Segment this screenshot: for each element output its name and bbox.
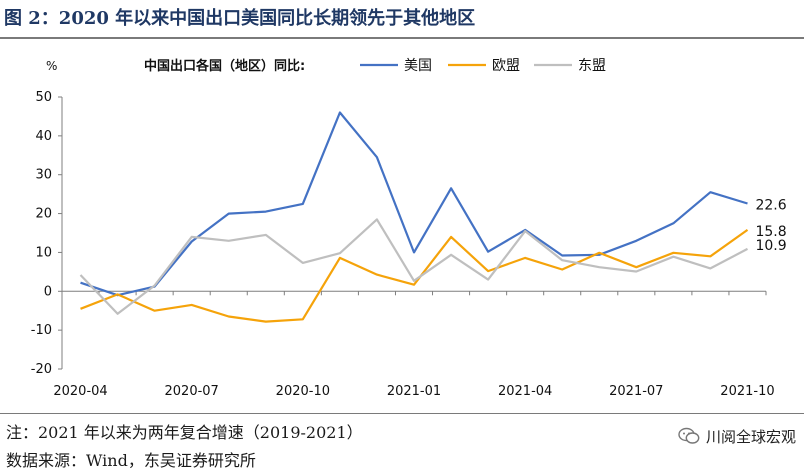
legend-label: 美国 [404,58,432,74]
chart-end-labels: 22.6 15.810.9 [755,197,786,253]
x-tick-label: 2021-01 [387,384,441,399]
series-line-3 [79,218,749,315]
x-tick-label: 2020-04 [53,384,107,399]
x-tick-label: 2021-10 [720,384,774,399]
y-tick-label: -20 [31,362,52,377]
wechat-icon [678,427,700,444]
legend-label: 欧盟 [492,58,520,74]
y-tick-label: 30 [35,168,52,183]
watermark-text: 川阅全球宏观 [705,427,796,446]
y-tick-label: 50 [35,90,52,105]
title-rule [0,37,804,39]
figure-title: 图 2：2020 年以来中国出口美国同比长期领先于其他地区 [4,8,476,29]
chart-note: 注：2021 年以来为两年复合增速（2019-2021） [6,423,363,442]
x-tick-label: 2021-07 [609,384,663,399]
y-tick-label: 10 [35,245,52,260]
legend-title: 中国出口各国（地区）同比: [144,58,305,74]
end-value-label: 10.9 [755,238,786,254]
notes-rule [0,413,804,414]
x-tick-label: 2021-04 [498,384,552,399]
legend-label: 东盟 [578,58,606,74]
chart-legend: 中国出口各国（地区）同比: 美国 欧盟 东盟 [144,58,606,74]
series-line-1 [80,111,748,297]
chart-series [79,111,749,323]
x-tick-label: 2020-10 [276,384,330,399]
chart-source: 数据来源：Wind，东吴证券研究所 [6,451,256,470]
watermark: 川阅全球宏观 [678,425,796,447]
y-axis-unit: % [46,59,57,73]
end-value-label: 22.6 [755,197,786,213]
series-line-2 [80,229,749,323]
line-chart: 中国出口各国（地区）同比: 美国 欧盟 东盟 % -20 -10 0 10 20 30 40 50… [31,58,787,399]
y-tick-label: 20 [35,207,52,222]
y-tick-label: -10 [31,323,52,338]
y-tick-label: 40 [35,129,52,144]
end-value-label: 15.8 [755,224,786,240]
chart-axes: -20 -10 0 10 20 30 40 50 2020-04 2020-07 2020-10 20… [31,90,775,399]
x-tick-label: 2020-07 [165,384,219,399]
y-tick-label: 0 [44,284,52,299]
